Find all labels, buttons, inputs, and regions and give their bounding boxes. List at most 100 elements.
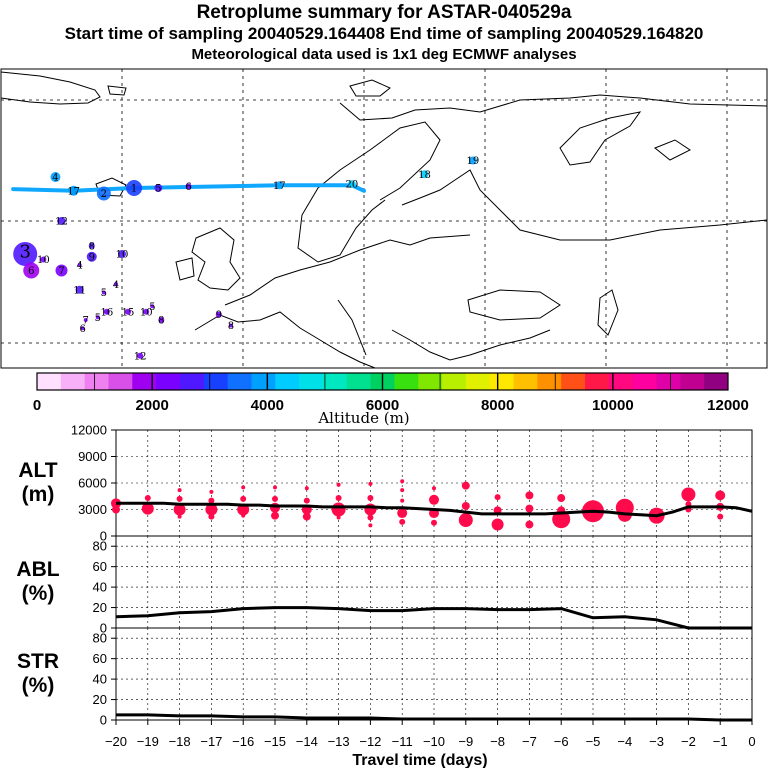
plume-cluster-marker	[118, 250, 126, 258]
altitude-point	[525, 520, 534, 529]
plume-cluster-marker	[80, 326, 85, 331]
plume-day-label: 6	[79, 324, 85, 335]
plume-cluster-marker	[143, 308, 150, 315]
colorbar-tick-label: 8000	[481, 397, 514, 414]
plume-day-label: 1	[131, 184, 137, 195]
chart-x-tick-label: −7	[522, 734, 537, 749]
colorbar-swatch	[37, 373, 62, 390]
altitude-point	[364, 503, 377, 516]
altitude-point	[173, 503, 186, 516]
altitude-point	[331, 502, 346, 517]
colorbar-swatch	[132, 373, 157, 390]
chart-x-tick-label: −6	[554, 734, 569, 749]
altitude-point	[717, 513, 724, 520]
plume-cluster-marker	[103, 308, 110, 315]
colorbar-tick-label: 0	[33, 397, 41, 414]
altitude-point	[399, 518, 406, 525]
colorbar-swatch	[108, 373, 133, 390]
altitude-point	[209, 489, 214, 494]
altitude-point	[112, 505, 120, 514]
plume-day-label: 19	[467, 156, 480, 167]
chart-y-axis-unit: (m)	[22, 483, 55, 506]
colorbar-swatch	[84, 373, 109, 390]
altitude-point	[493, 506, 502, 515]
colorbar-swatch	[632, 373, 657, 390]
map-panel: 1234561217172018193671089104411516576151…	[0, 68, 768, 369]
plume-day-label: 8	[228, 321, 234, 332]
plume-cluster-marker	[86, 251, 97, 262]
altitude-point	[458, 513, 473, 528]
plume-day-label: 6	[185, 182, 191, 193]
chart-y-tick-label: 20	[93, 692, 107, 707]
altitude-point	[525, 504, 534, 513]
altitude-point	[557, 494, 566, 503]
chart-x-tick-label: −20	[105, 734, 127, 749]
chart-y-axis-label: STR	[17, 650, 59, 673]
chart-y-tick-label: 40	[93, 580, 107, 595]
chart-x-tick-label: −9	[458, 734, 473, 749]
altitude-point	[205, 503, 218, 516]
colorbar-swatch	[394, 373, 419, 390]
plume-cluster-marker	[126, 180, 143, 196]
altitude-point	[431, 519, 437, 526]
colorbar-tick-label: 12000	[707, 397, 749, 414]
altitude-point	[177, 514, 182, 519]
plume-cluster-marker	[83, 318, 88, 322]
colorbar-tick-label: 6000	[366, 397, 399, 414]
plume-cluster-marker	[69, 186, 78, 195]
chart-x-tick-label: −17	[200, 734, 222, 749]
plume-day-label: 9	[89, 252, 95, 263]
altitude-point	[271, 511, 279, 520]
plume-day-label: 7	[83, 316, 89, 327]
plume-day-label: 4	[113, 280, 119, 291]
colorbar-swatch	[156, 373, 181, 390]
plume-cluster-marker	[95, 315, 100, 320]
abl-fraction-line	[115, 606, 752, 630]
plume-cluster-marker	[158, 317, 165, 323]
altitude-point	[241, 485, 246, 490]
altitude-point	[400, 498, 405, 503]
plume-day-label: 10	[37, 255, 50, 266]
chart-x-tick-label: −11	[392, 734, 413, 749]
plume-cluster-marker	[468, 156, 477, 165]
altitude-point	[272, 495, 278, 502]
plume-cluster-marker	[150, 304, 155, 309]
colorbar-swatch	[513, 373, 538, 390]
chart-y-tick-label: 9000	[78, 449, 107, 464]
plume-day-label: 17	[273, 181, 286, 192]
plume-cluster-marker	[50, 172, 61, 182]
altitude-point	[400, 488, 405, 493]
plume-day-label: 8	[89, 241, 95, 252]
chart-y-axis-unit: (%)	[22, 582, 55, 605]
altitude-point	[491, 518, 504, 531]
plume-cluster-marker	[101, 290, 106, 295]
altitude-point	[367, 514, 374, 521]
altitude-point	[368, 523, 373, 528]
plume-cluster-marker	[154, 184, 163, 192]
chart-y-tick-label: 80	[93, 539, 107, 554]
colorbar-swatch	[489, 373, 514, 390]
altitude-point	[240, 495, 247, 502]
plume-day-label: 2	[101, 189, 107, 200]
chart-y-tick-label: 20	[93, 600, 107, 615]
meteo-note: Meteorological data used is 1x1 deg ECMW…	[191, 46, 577, 63]
plume-day-label: 4	[76, 261, 82, 272]
altitude-point	[177, 488, 182, 493]
chart-x-tick-label: −3	[649, 734, 664, 749]
plume-cluster-marker	[125, 308, 132, 315]
sampling-times: Start time of sampling 20040529.164408 E…	[64, 24, 704, 43]
altitude-point	[429, 494, 439, 505]
plume-day-label: 5	[101, 288, 107, 299]
plume-day-label: 12	[134, 351, 147, 362]
plume-day-label: 20	[346, 180, 359, 191]
colorbar-swatch	[585, 373, 610, 390]
plume-day-label: 10	[116, 250, 129, 261]
chart-x-tick-label: −13	[328, 734, 350, 749]
altitude-colorbar: 0 2000 4000 6000 8000 10000 12000	[33, 372, 749, 414]
altitude-point	[368, 481, 373, 486]
plume-cluster-marker	[23, 262, 40, 279]
colorbar-swatch	[704, 373, 729, 390]
chart-y-tick-label: 60	[93, 559, 107, 574]
altitude-point	[144, 495, 151, 502]
colorbar-swatch	[322, 373, 348, 390]
